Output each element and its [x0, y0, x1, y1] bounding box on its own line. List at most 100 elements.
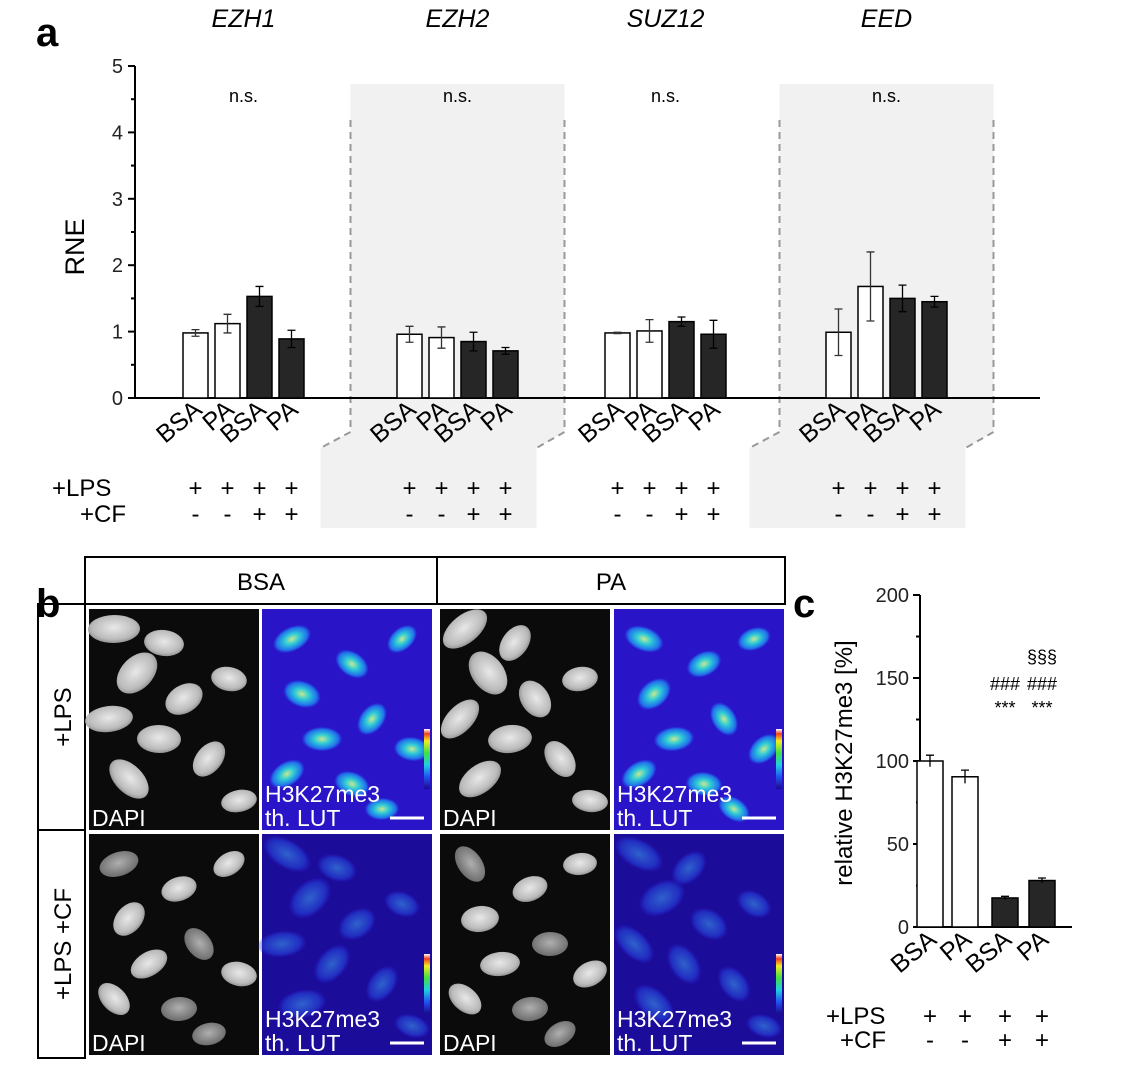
y-tick-label: 100: [876, 751, 909, 773]
condition-sign: +: [706, 475, 720, 502]
condition-sign: +: [927, 475, 941, 502]
nucleus: [384, 890, 420, 918]
ns-label: n.s.: [651, 86, 680, 106]
condition-sign: +: [1035, 1027, 1049, 1054]
condition-sign: +: [498, 475, 512, 502]
nucleus: [544, 1021, 576, 1047]
error-bar: [898, 284, 907, 313]
condition-sign: +: [958, 1003, 972, 1030]
bar-ezh1-2: [246, 295, 273, 399]
group-shade-dashed-left: [749, 120, 781, 449]
category-label: BSA: [886, 925, 943, 979]
condition-label-lps: +LPS: [826, 1003, 885, 1030]
nucleus: [562, 666, 598, 692]
gene-label-eed: EED: [861, 5, 912, 33]
nucleus: [717, 966, 751, 1002]
error-bar: [469, 331, 478, 352]
error-bar: [613, 331, 622, 335]
nucleus: [338, 907, 376, 941]
nucleus: [518, 680, 552, 718]
nucleus: [116, 652, 158, 694]
bar-c-0: [916, 760, 944, 928]
y-tick-label: 150: [876, 668, 909, 690]
row-header-lps-cf-box: [37, 829, 86, 1059]
dapi-label: DAPI: [92, 805, 146, 831]
lut-scale: [776, 729, 782, 789]
nucleus: [634, 984, 674, 1024]
nucleus: [192, 741, 226, 777]
condition-sign: +: [895, 501, 909, 528]
error-bar: [405, 325, 414, 343]
nucleus: [213, 851, 245, 877]
significance-marker: ***: [1031, 698, 1052, 718]
condition-sign: +: [252, 501, 266, 528]
lut-label: th. LUT: [617, 1030, 692, 1056]
error-bar: [677, 316, 686, 327]
nucleus: [258, 930, 306, 958]
significance-marker: ***: [994, 698, 1015, 718]
category-label: PA: [683, 395, 725, 437]
dapi-micrograph: DAPI: [89, 834, 259, 1056]
nucleus: [317, 854, 357, 882]
error-bar: [223, 313, 232, 334]
stain-label: H3K27me3: [617, 781, 732, 807]
nucleus: [621, 759, 657, 789]
condition-sign: +: [498, 501, 512, 528]
nucleus: [161, 876, 197, 902]
bar-ezh1-0: [182, 332, 209, 399]
condition-sign: +: [402, 475, 416, 502]
error-bar: [191, 328, 200, 337]
dapi-label: DAPI: [443, 1030, 497, 1056]
nucleus: [654, 726, 694, 752]
y-tick-label: 1: [112, 322, 123, 344]
condition-sign: -: [835, 501, 843, 528]
nucleus: [302, 727, 342, 751]
nucleus: [88, 614, 140, 644]
nucleus: [637, 678, 671, 710]
condition-sign: -: [961, 1027, 969, 1054]
y-tick-label: 50: [887, 834, 909, 856]
condition-sign: -: [646, 501, 654, 528]
nucleus: [161, 996, 197, 1022]
nucleus: [639, 879, 685, 917]
category-label: BSA: [573, 395, 630, 449]
condition-sign: +: [188, 475, 202, 502]
y-tick-label: 3: [112, 189, 123, 211]
y-tick-label: 4: [112, 122, 123, 144]
error-bar: [709, 319, 718, 349]
condition-sign: -: [867, 501, 875, 528]
lut-label: th. LUT: [265, 1030, 340, 1056]
condition-sign: -: [224, 501, 232, 528]
error-bar: [437, 326, 446, 349]
gene-label-ezh2: EZH2: [426, 5, 490, 33]
condition-sign: +: [863, 475, 877, 502]
condition-sign: -: [406, 501, 414, 528]
error-bar: [501, 346, 510, 355]
nucleus: [440, 699, 480, 739]
nucleus: [690, 908, 728, 940]
nucleus: [211, 666, 247, 692]
nucleus: [99, 851, 139, 877]
dapi-label: DAPI: [443, 805, 497, 831]
nucleus: [269, 759, 305, 789]
condition-label-cf: +CF: [80, 501, 126, 528]
dapi-micrograph: DAPI: [440, 609, 610, 831]
condition-sign: +: [434, 475, 448, 502]
ns-label: n.s.: [872, 86, 901, 106]
condition-sign: -: [926, 1027, 934, 1054]
condition-sign: +: [998, 1027, 1012, 1054]
condition-sign: +: [642, 475, 656, 502]
category-label: PA: [261, 395, 303, 437]
nucleus: [144, 629, 184, 657]
y-axis-label: relative H3K27me3 [%]: [831, 640, 858, 885]
condition-sign: +: [895, 475, 909, 502]
nucleus: [221, 961, 257, 987]
condition-sign: +: [220, 475, 234, 502]
dapi-micrograph: DAPI: [85, 609, 259, 831]
bar-eed-2: [889, 297, 916, 399]
gene-label-ezh1: EZH1: [212, 5, 276, 33]
